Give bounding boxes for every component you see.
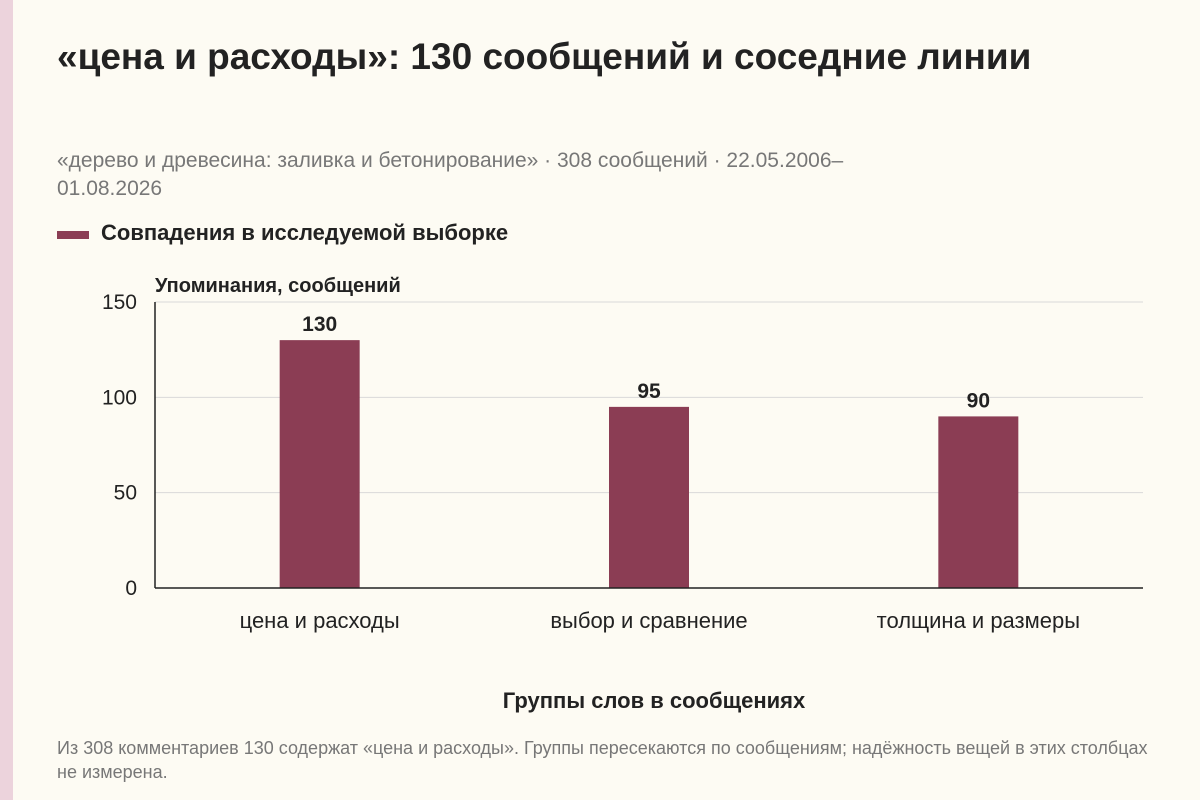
data-label: 95 xyxy=(637,380,661,403)
y-axis-title: Упоминания, сообщений xyxy=(155,275,401,297)
chart-title: «цена и расходы»: 130 сообщений и соседн… xyxy=(57,36,1032,77)
bar xyxy=(938,416,1019,588)
accent-strip xyxy=(0,0,13,800)
axes xyxy=(154,302,1143,589)
legend: Совпадения в исследуемой выборке xyxy=(57,218,508,248)
y-tick-label: 100 xyxy=(102,386,137,409)
bar xyxy=(609,406,689,588)
y-tick-label: 0 xyxy=(125,577,137,600)
x-tick-label: толщина и размеры xyxy=(877,608,1080,633)
y-tick-label: 50 xyxy=(114,482,137,505)
bar xyxy=(279,340,360,588)
y-tick-label: 150 xyxy=(102,291,137,314)
bar-chart: 0 50 100 150 130 цена и расходы 95 выбор и срав… xyxy=(102,275,1143,713)
footnote: Из 308 комментариев 130 содержат «цена и… xyxy=(57,738,1148,782)
data-label: 90 xyxy=(967,389,990,412)
legend-swatch xyxy=(57,231,89,239)
labels: 0 50 100 150 130 цена и расходы 95 выбор и срав… xyxy=(102,275,1080,713)
x-tick-label: выбор и сравнение xyxy=(550,608,747,633)
x-tick-label: цена и расходы xyxy=(240,608,400,633)
bars xyxy=(279,340,1019,588)
legend-label: Совпадения в исследуемой выборке xyxy=(101,220,509,245)
x-axis-title: Группы слов в сообщениях xyxy=(503,688,806,713)
chart-subtitle: «дерево и древесина: заливка и бетониров… xyxy=(57,149,844,200)
data-label: 130 xyxy=(302,313,337,336)
